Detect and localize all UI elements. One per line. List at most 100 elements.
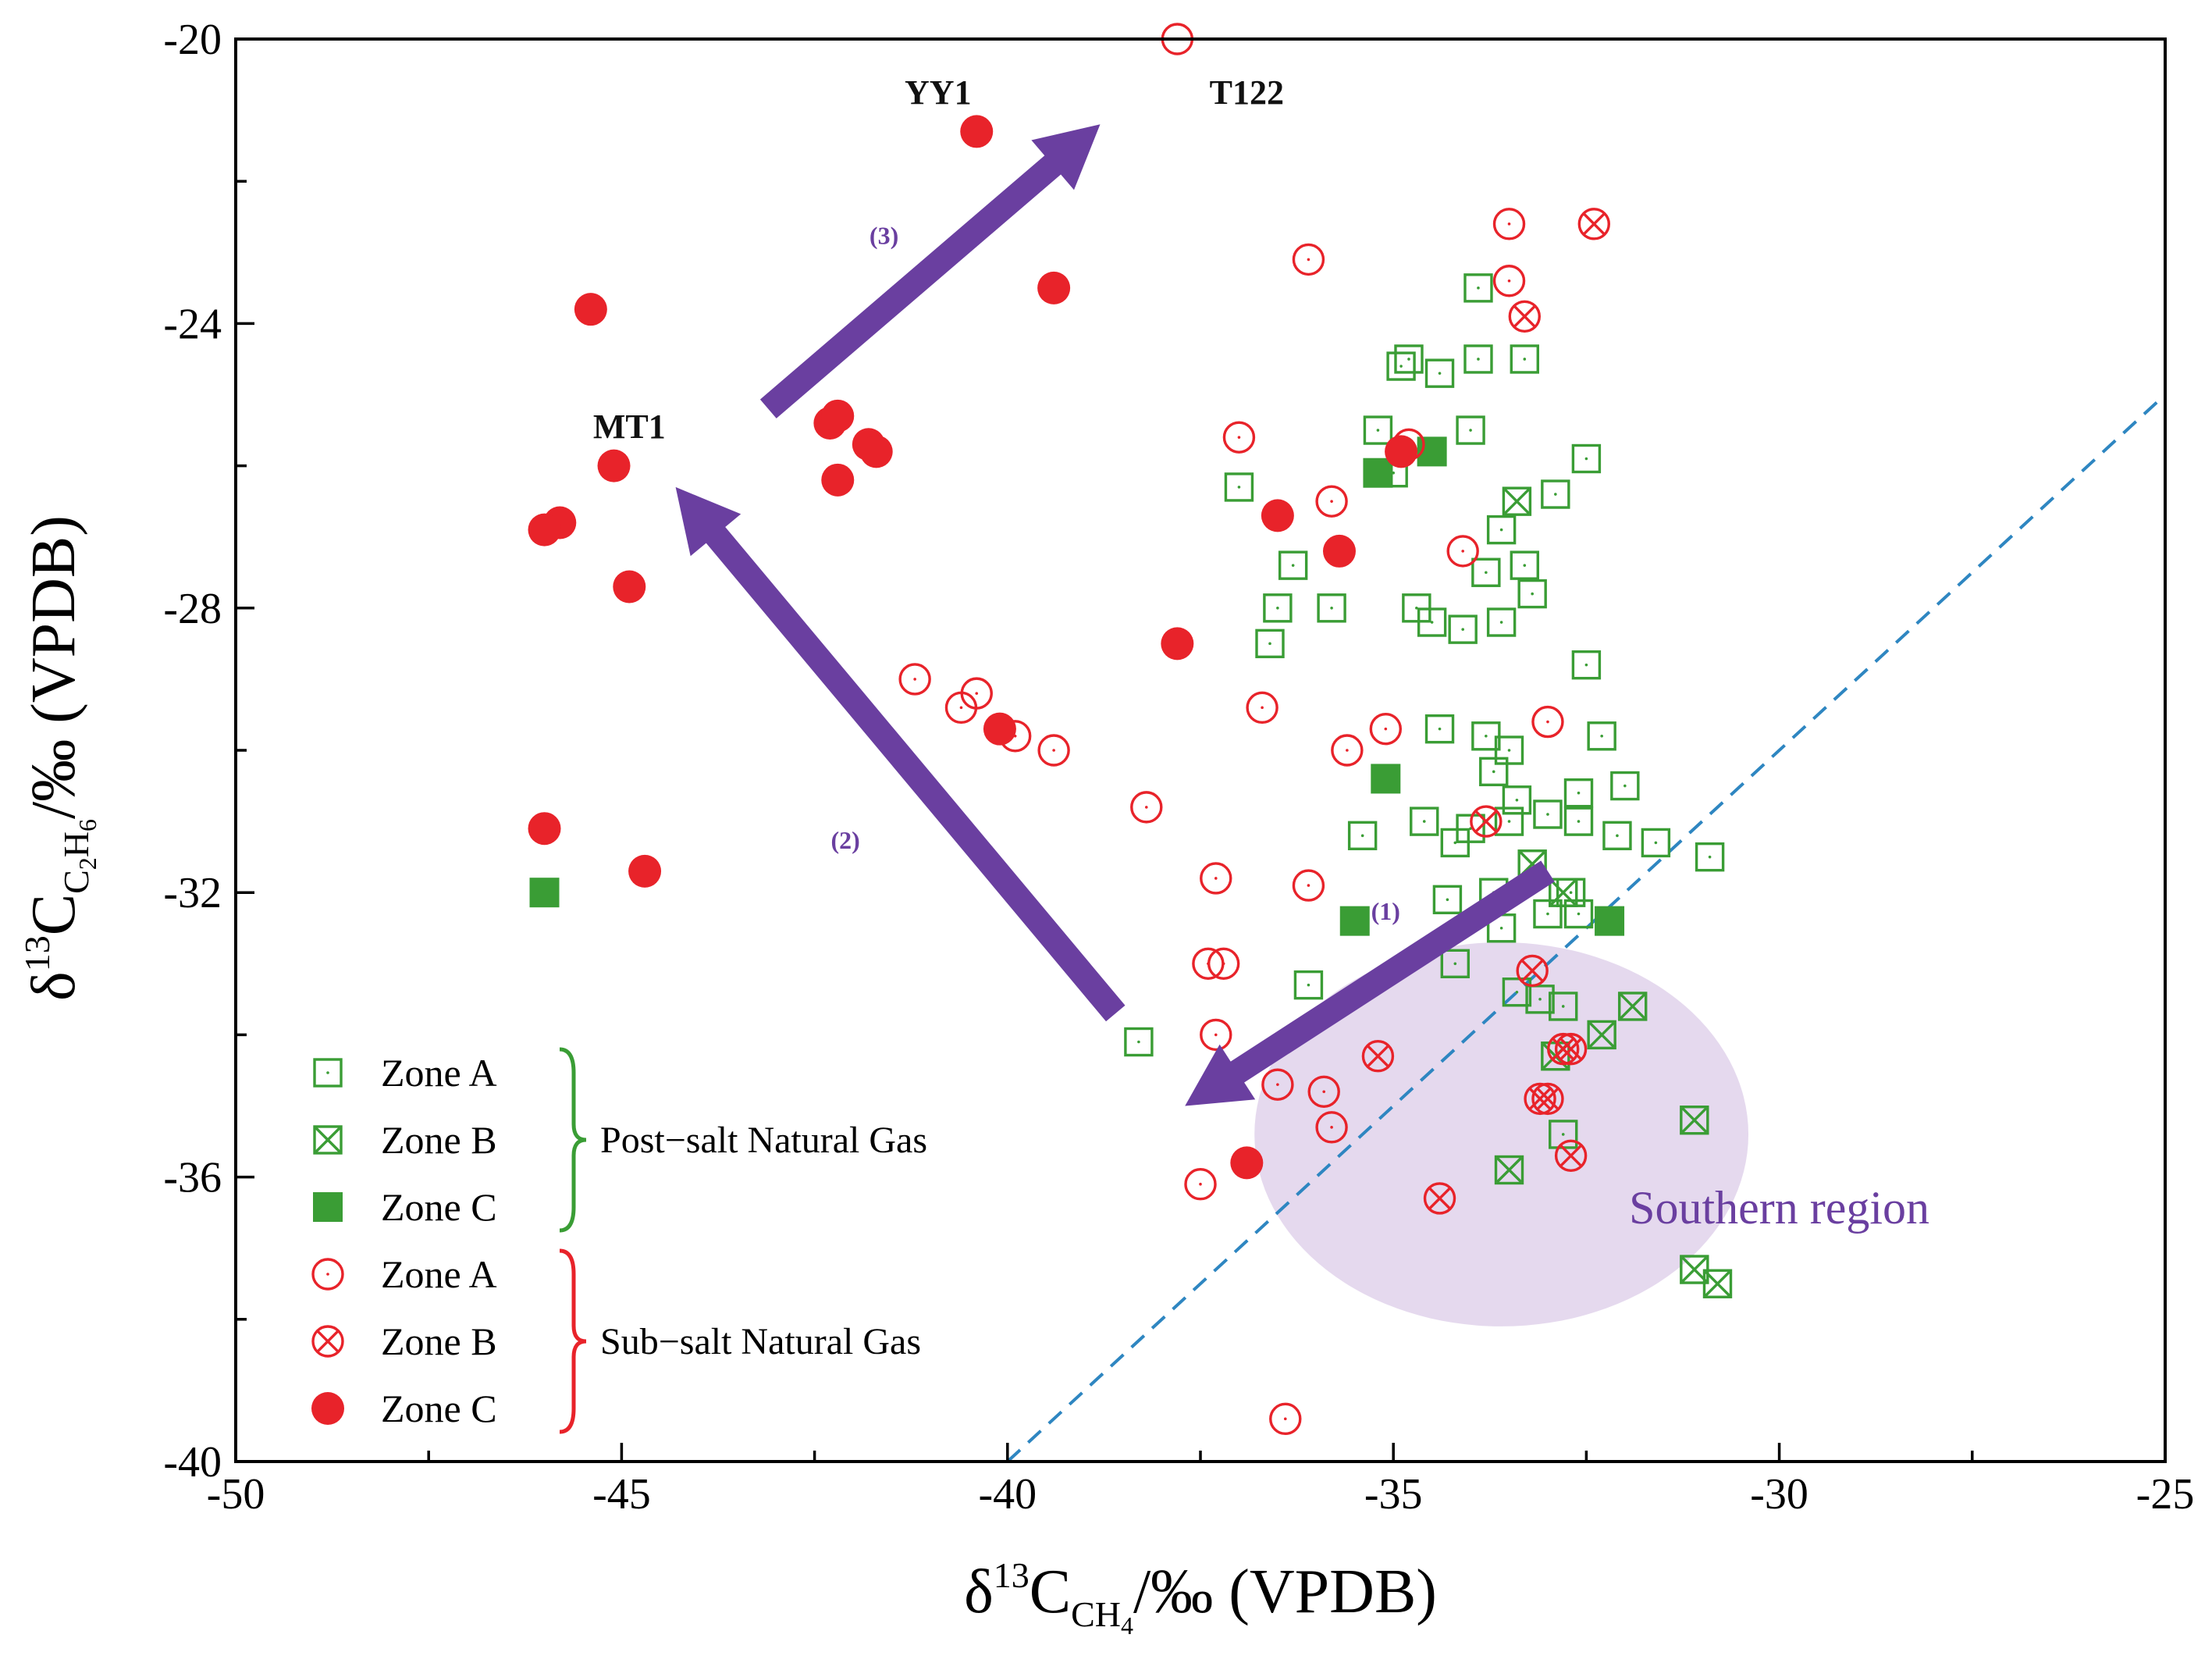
data-point [1424, 358, 1455, 388]
y-tick-label: -28 [163, 585, 222, 633]
legend-item-label: Zone A [381, 1252, 497, 1296]
series-post-salt-zone-a [1124, 273, 1725, 1149]
data-point [597, 449, 631, 482]
data-point [1471, 557, 1501, 587]
legend-item: Zone B [311, 1319, 497, 1363]
data-point [1423, 1182, 1456, 1215]
data-point [1577, 208, 1610, 240]
arrow-2 [675, 486, 1126, 1022]
data-point [1278, 550, 1308, 580]
data-point [1432, 885, 1463, 915]
data-point [1440, 949, 1471, 979]
data-point [1446, 535, 1479, 568]
legend-item: Zone A [311, 1252, 497, 1296]
x-tick-label: -50 [207, 1470, 265, 1519]
data-point [1554, 1032, 1588, 1066]
data-point [1547, 1032, 1580, 1066]
legend-group-sub-salt: Zone A Zone B Zone C Sub−salt Natural Gas [311, 1248, 921, 1434]
data-point [1595, 906, 1625, 936]
data-point [1417, 607, 1447, 637]
data-point [1386, 351, 1416, 381]
data-point [1371, 764, 1401, 794]
data-point [1130, 791, 1163, 824]
well-label-yy1: YY1 [905, 73, 972, 112]
data-point [1571, 650, 1602, 680]
data-point [1502, 977, 1532, 1007]
data-point [613, 570, 646, 604]
data-point [1255, 628, 1285, 659]
data-point [1263, 593, 1293, 623]
series-post-salt-zone-c [529, 436, 1625, 936]
legend-group-label: Post−salt Natural Gas [600, 1120, 927, 1161]
legend-brace [559, 1047, 587, 1233]
data-point [1347, 821, 1378, 851]
data-point [1494, 1155, 1524, 1185]
data-point [1269, 1402, 1302, 1436]
data-point [1486, 515, 1517, 545]
data-point [1563, 778, 1594, 808]
legend-item: Zone A [313, 1051, 497, 1095]
data-point [1641, 828, 1671, 858]
data-point [1541, 479, 1570, 509]
data-point [1492, 265, 1526, 297]
data-point [628, 854, 662, 888]
x-tick-label: -25 [2136, 1470, 2195, 1519]
data-point [1246, 691, 1278, 725]
data-point [983, 712, 1016, 746]
y-axis-title: δ13CC2H6/‰ (VPDB) [17, 515, 101, 1001]
data-point [1533, 799, 1563, 829]
series-sub-salt-zone-a [898, 23, 1564, 1436]
data-point [1369, 712, 1403, 746]
y-tick-label: -40 [163, 1438, 222, 1487]
data-point [1331, 734, 1364, 767]
legend-item: Zone C [313, 1185, 497, 1229]
data-point [1224, 472, 1254, 502]
legend-marker [313, 1058, 343, 1088]
data-point [960, 677, 993, 710]
southern-region-ellipse [1254, 942, 1749, 1326]
data-point [1293, 970, 1324, 1000]
well-label-mt1: MT1 [593, 408, 666, 446]
data-point [1610, 771, 1640, 801]
legend-marker [313, 1192, 343, 1222]
data-point [1602, 821, 1632, 851]
label-arrow-3: (3) [870, 221, 898, 249]
data-point [1361, 1040, 1395, 1073]
data-point [1363, 458, 1393, 488]
data-point [1508, 300, 1541, 333]
data-point [1448, 614, 1478, 644]
data-point [1037, 271, 1071, 304]
data-point [1385, 435, 1418, 468]
legend-marker [311, 1258, 344, 1291]
legend: Zone A Zone B Zone C Post−salt Natural Gas Z… [311, 1047, 927, 1434]
data-point [1680, 1106, 1709, 1135]
legend-group-label: Sub−salt Natural Gas [600, 1321, 921, 1362]
data-point [1494, 807, 1524, 836]
y-tick-label: -20 [163, 16, 222, 64]
plot-frame [234, 37, 2167, 1463]
data-point [528, 513, 561, 547]
data-point [1184, 1168, 1217, 1201]
southern-region-layer [1254, 942, 1749, 1326]
data-point [1502, 486, 1532, 516]
data-point [529, 878, 560, 908]
data-points-layer [528, 23, 1733, 1436]
data-point [1222, 421, 1256, 454]
data-point [1315, 485, 1348, 518]
axes-layer: -50 -45 -40 -35 -30 -25 -40 -36 -32 -28 -24 -20 δ13C… [17, 16, 2194, 1640]
data-point [1200, 862, 1232, 895]
data-point [1571, 443, 1602, 474]
legend-marker [311, 1392, 344, 1425]
data-point [1315, 1111, 1348, 1144]
legend-item-label: Zone C [381, 1185, 497, 1229]
legend-brace [559, 1248, 587, 1434]
y-tick-label: -32 [163, 869, 222, 917]
data-point [960, 115, 994, 148]
x-tick-label: -30 [1750, 1470, 1808, 1519]
legend-item-label: Zone C [381, 1387, 497, 1430]
data-point [821, 399, 855, 433]
data-point [1549, 992, 1578, 1021]
data-point [1702, 1269, 1733, 1298]
well-label-t122: T122 [1210, 73, 1284, 112]
